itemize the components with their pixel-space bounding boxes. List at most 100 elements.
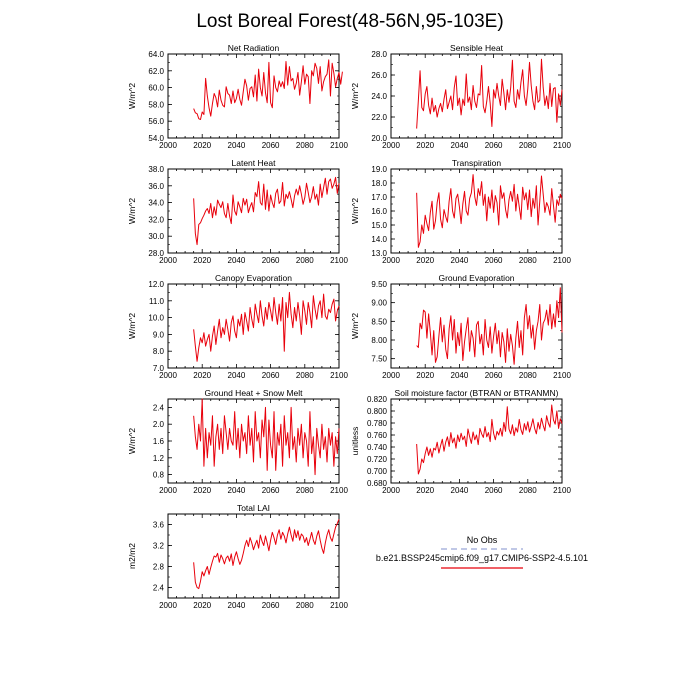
x-tick-label: 2040 (228, 371, 246, 380)
x-tick-label: 2060 (485, 141, 503, 150)
y-tick-label: 8.0 (153, 347, 165, 356)
y-tick-label: 36.0 (148, 182, 164, 191)
x-tick-label: 2060 (262, 601, 280, 610)
y-tick-label: 16.0 (371, 207, 387, 216)
x-tick-label: 2020 (193, 601, 211, 610)
panel-title-transpiration: Transpiration (452, 158, 502, 168)
series-line-sensible-heat (416, 58, 563, 129)
series-line-soil-moisture-factor-btran-or-btranmn (416, 404, 563, 475)
y-axis-label-ground-evaporation: W/m^2 (350, 313, 360, 339)
y-tick-label: 14.0 (371, 235, 387, 244)
y-tick-label: 56.0 (148, 117, 164, 126)
y-axis-label-canopy-evaporation: W/m^2 (127, 313, 137, 339)
x-tick-label: 2000 (382, 256, 400, 265)
y-tick-label: 2.0 (153, 420, 165, 429)
panel-title-ground-evaporation: Ground Evaporation (438, 273, 514, 283)
panel-latent-heat: Latent Heat W/m^2 2000 2020 2040 2060 2080 2100… (127, 158, 348, 265)
y-tick-label: 10.0 (148, 314, 164, 323)
x-tick-label: 2080 (519, 256, 537, 265)
series-line-ground-evaporation (416, 287, 563, 365)
y-tick-label: 26.0 (371, 71, 387, 80)
x-tick-label: 2080 (519, 486, 537, 495)
series-line-net-radiation (193, 59, 343, 121)
y-tick-label: 15.0 (371, 221, 387, 230)
x-tick-label: 2100 (330, 141, 348, 150)
y-axis-label-soil-moisture-factor-btran-or-btranmn: unitless (350, 427, 360, 456)
y-tick-label: 28.0 (148, 249, 164, 258)
x-tick-label: 2020 (193, 256, 211, 265)
x-tick-label: 2020 (416, 256, 434, 265)
y-tick-label: 20.0 (371, 134, 387, 143)
panel-title-soil-moisture-factor-btran-or-btranmn: Soil moisture factor (BTRAN or BTRANMN) (395, 388, 559, 398)
panel-transpiration: Transpiration W/m^2 2000 2020 2040 2060 2080 21… (350, 158, 571, 265)
y-tick-label: 24.0 (371, 92, 387, 101)
y-tick-label: 64.0 (148, 50, 164, 59)
x-tick-label: 2020 (193, 486, 211, 495)
y-tick-label: 60.0 (148, 84, 164, 93)
x-tick-label: 2080 (296, 601, 314, 610)
panel-canopy-evaporation: Canopy Evaporation W/m^2 2000 2020 2040 2060 2… (127, 273, 348, 380)
y-tick-label: 1.6 (153, 437, 165, 446)
x-tick-label: 2080 (519, 141, 537, 150)
y-tick-label: 22.0 (371, 113, 387, 122)
x-tick-label: 2100 (553, 141, 571, 150)
y-tick-label: 17.0 (371, 193, 387, 202)
y-tick-label: 9.0 (153, 330, 165, 339)
x-tick-label: 2020 (193, 141, 211, 150)
x-tick-label: 2100 (330, 371, 348, 380)
y-tick-label: 38.0 (148, 165, 164, 174)
series-line-total-lai (193, 519, 340, 590)
panel-total-lai: Total LAI m2/m2 2000 2020 2040 2060 2080 2100 2.… (127, 503, 348, 610)
plot-frame-total-lai (167, 513, 340, 599)
y-axis-label-ground-heat-snow-melt: W/m^2 (127, 428, 137, 454)
plot-frame-transpiration (390, 168, 563, 254)
x-tick-label: 2040 (228, 601, 246, 610)
x-tick-label: 2060 (262, 141, 280, 150)
x-tick-label: 2060 (485, 256, 503, 265)
panel-title-net-radiation: Net Radiation (228, 43, 280, 53)
y-tick-label: 12.0 (148, 280, 164, 289)
panel-soil-moisture-factor-btran-or-btranmn: Soil moisture factor (BTRAN or BTRANMN) u… (350, 388, 571, 495)
series-line-ground-heat-snow-melt (193, 398, 340, 476)
x-tick-label: 2040 (228, 486, 246, 495)
x-tick-label: 2000 (159, 486, 177, 495)
x-tick-label: 2080 (519, 371, 537, 380)
x-tick-label: 2060 (262, 256, 280, 265)
y-tick-label: 58.0 (148, 100, 164, 109)
y-tick-label: 7.0 (153, 364, 165, 373)
y-tick-label: 0.820 (367, 395, 388, 404)
x-tick-label: 2000 (159, 141, 177, 150)
x-tick-label: 2100 (330, 486, 348, 495)
y-tick-label: 11.0 (149, 297, 165, 306)
y-tick-label: 2.8 (153, 563, 165, 572)
x-tick-label: 2060 (262, 486, 280, 495)
y-tick-label: 2.4 (153, 403, 165, 412)
y-axis-label-total-lai: m2/m2 (127, 543, 137, 569)
x-tick-label: 2020 (416, 486, 434, 495)
panel-title-latent-heat: Latent Heat (232, 158, 277, 168)
y-tick-label: 62.0 (148, 67, 164, 76)
y-tick-label: 0.8 (153, 471, 165, 480)
y-tick-label: 9.50 (371, 280, 387, 289)
x-tick-label: 2100 (330, 601, 348, 610)
series-line-latent-heat (193, 176, 340, 246)
panel-net-radiation: Net Radiation W/m^2 2000 2020 2040 2060 2080 21… (127, 43, 348, 150)
panel-sensible-heat: Sensible Heat W/m^2 2000 2020 2040 2060 2080 21… (350, 43, 571, 150)
y-tick-label: 0.680 (367, 479, 388, 488)
y-axis-label-net-radiation: W/m^2 (127, 83, 137, 109)
x-tick-label: 2040 (228, 256, 246, 265)
y-tick-label: 7.50 (371, 355, 387, 364)
x-tick-label: 2040 (228, 141, 246, 150)
legend-label-simulation: b.e21.BSSP245cmip6.f09_g17.CMIP6-SSP2-4.… (376, 553, 588, 563)
x-tick-label: 2100 (330, 256, 348, 265)
plot-frame-soil-moisture-factor-btran-or-btranmn (390, 398, 563, 484)
x-tick-label: 2100 (553, 371, 571, 380)
y-tick-label: 28.0 (371, 50, 387, 59)
y-tick-label: 34.0 (148, 199, 164, 208)
y-tick-label: 2.4 (153, 584, 165, 593)
x-tick-label: 2040 (451, 486, 469, 495)
y-tick-label: 9.00 (371, 299, 387, 308)
panel-title-total-lai: Total LAI (237, 503, 270, 513)
y-tick-label: 1.2 (153, 454, 165, 463)
